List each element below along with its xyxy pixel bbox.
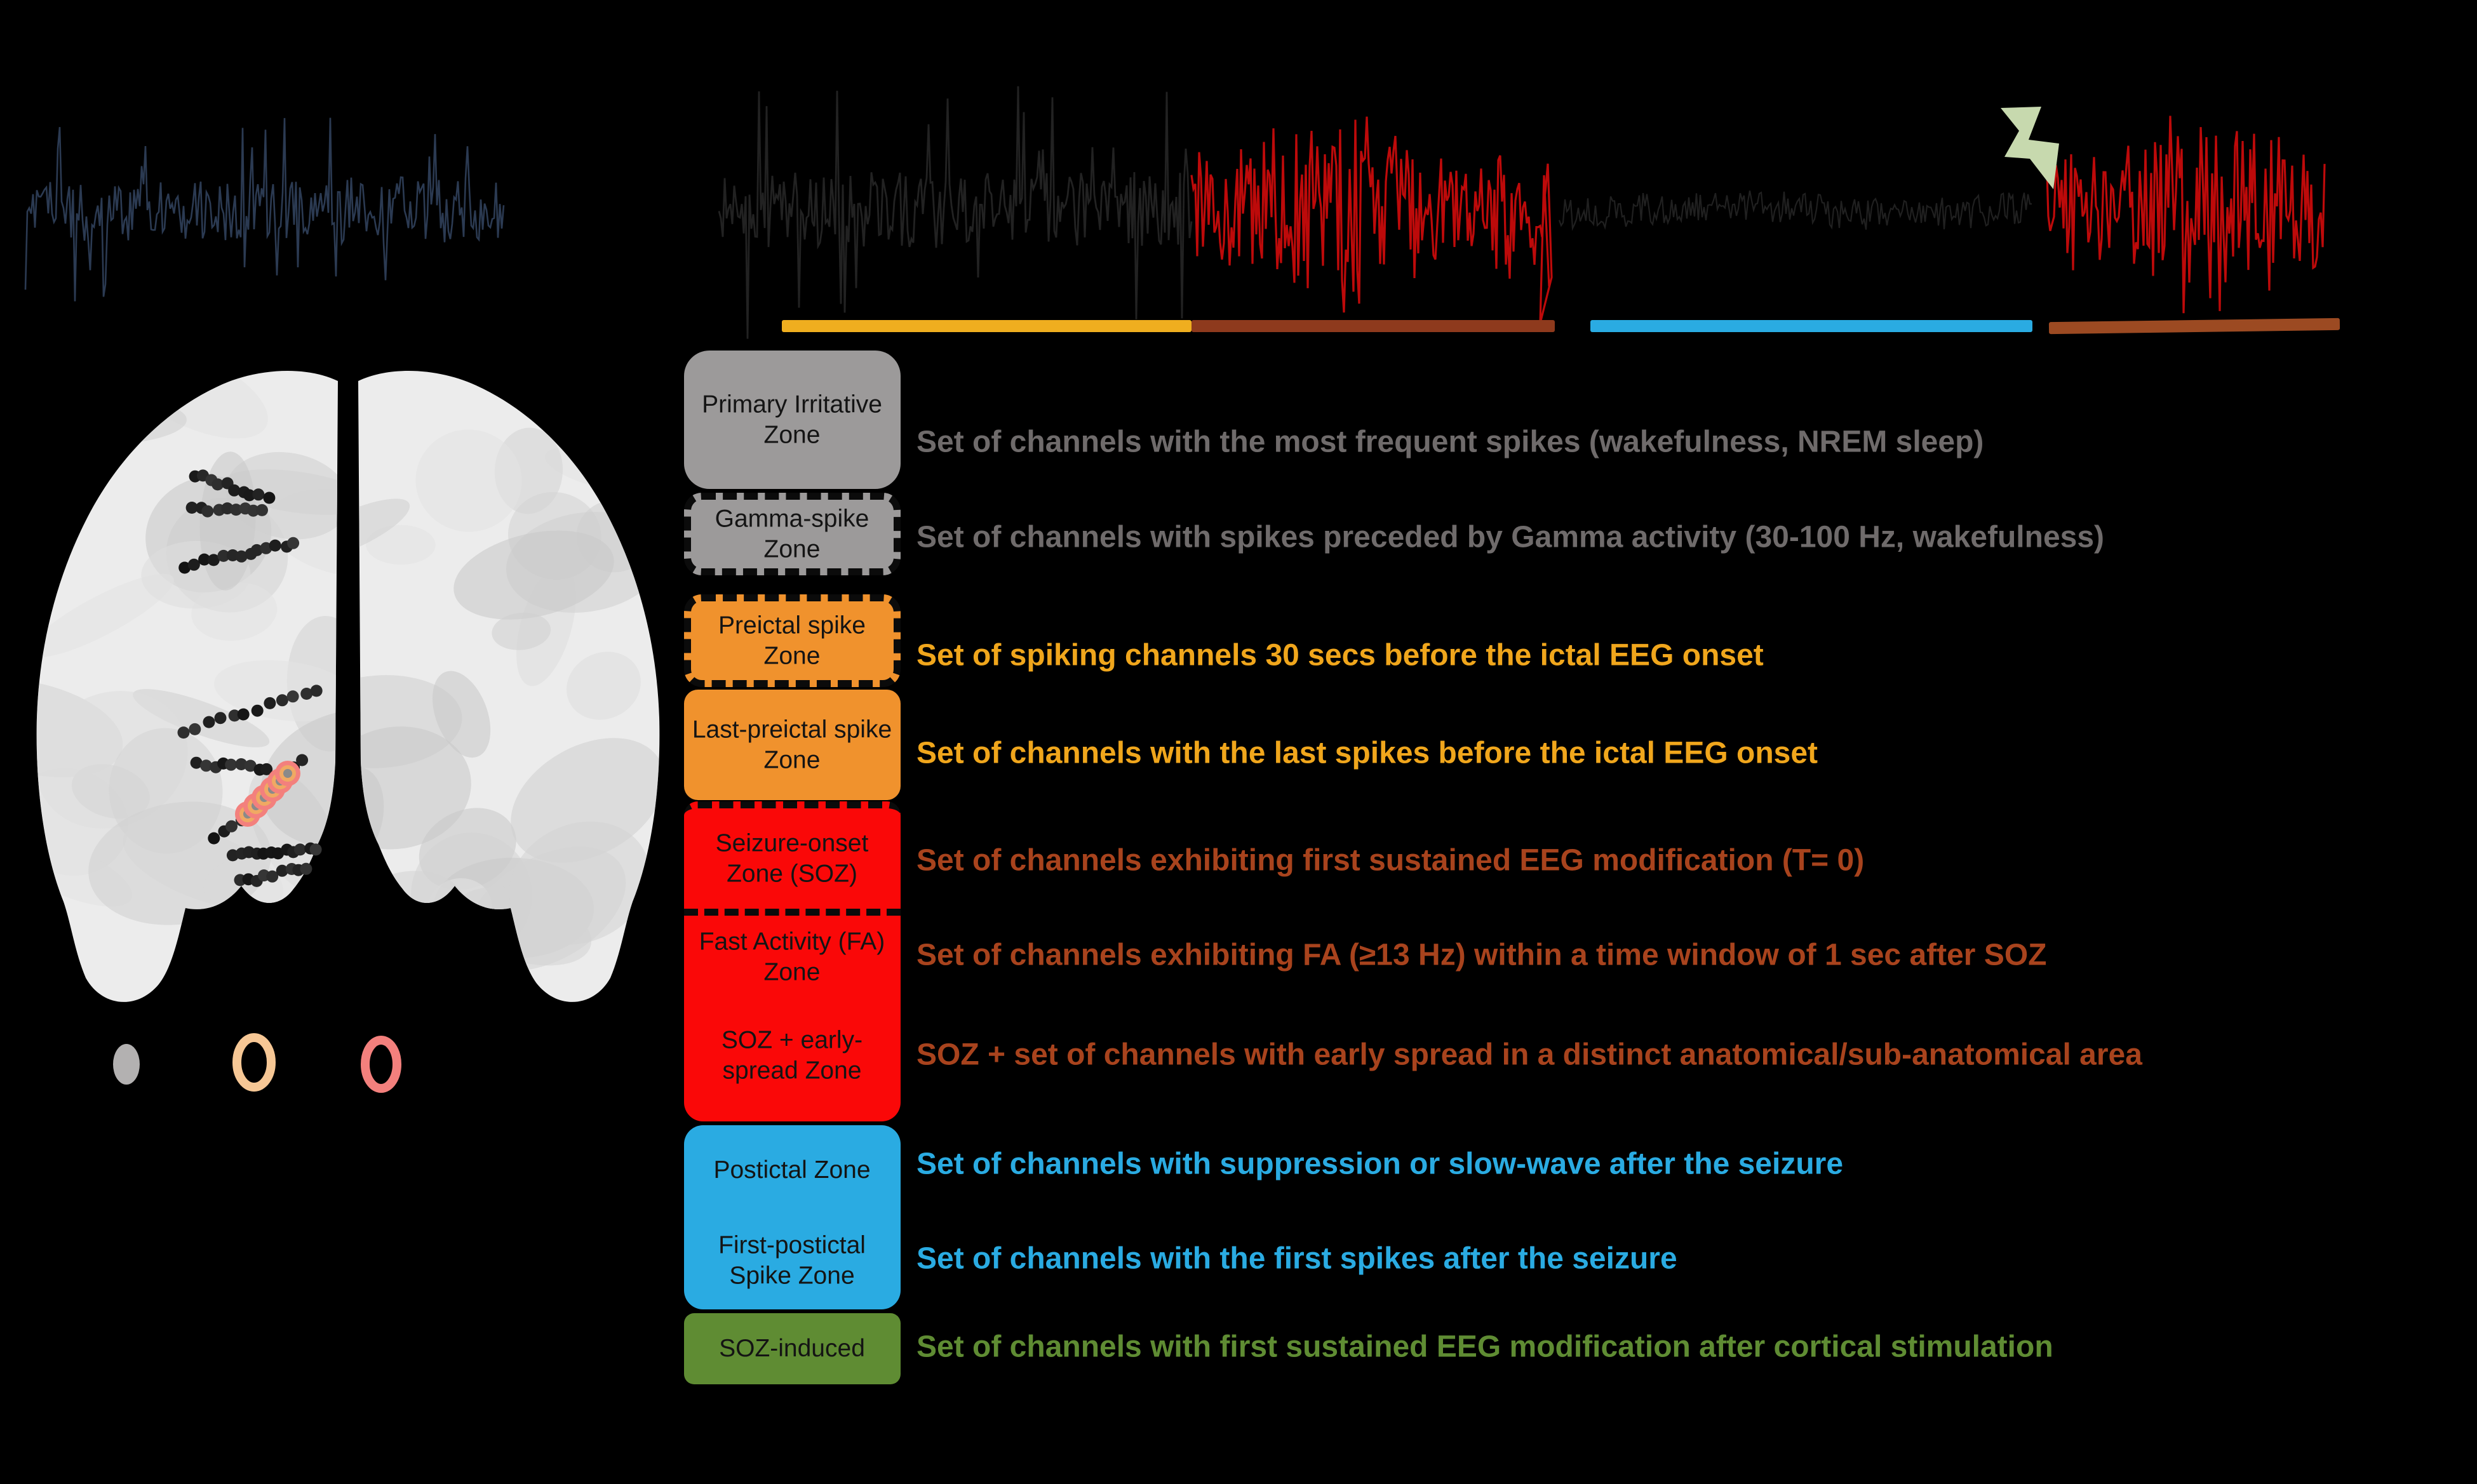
zone-description: Set of channels with spikes preceded by …	[916, 520, 2105, 554]
electrode-dot	[300, 688, 313, 700]
zone-description: Set of channels with the last spikes bef…	[916, 736, 1818, 770]
electrode-dot	[230, 504, 243, 516]
electrode-dot	[203, 716, 215, 728]
zone-box-fa-and-early-spread	[684, 916, 901, 1121]
timeline-bars	[782, 318, 2340, 335]
electrode-dot	[287, 537, 300, 549]
interictal-eeg-trace	[24, 117, 505, 302]
zone-label: Last-preictal spike Zone	[692, 716, 892, 773]
zone-label: Postictal Zone	[713, 1156, 871, 1184]
electrode-dot	[228, 484, 241, 497]
zone-label: Gamma-spike Zone	[715, 505, 869, 563]
electrode-dot	[237, 708, 250, 721]
electrode-dot	[252, 488, 265, 501]
electrode-dot	[276, 864, 288, 877]
zone-label: Preictal spike Zone	[718, 612, 866, 669]
zone-description: Set of channels exhibiting first sustain…	[916, 843, 1865, 878]
zone-description: Set of spiking channels 30 secs before t…	[916, 638, 1764, 672]
zone-label: Fast Activity (FA) Zone	[699, 928, 885, 986]
lightning-icon	[2001, 107, 2059, 189]
soz-highlight-electrodes	[235, 761, 300, 827]
electrode-dot	[310, 685, 323, 697]
zone-description: Set of channels with the first spikes af…	[916, 1241, 1677, 1276]
zone-box-seizure-onset	[684, 801, 901, 916]
electrode-dot	[256, 504, 268, 516]
timeline-bar-segment-2	[1192, 320, 1555, 332]
zone-label: SOZ-induced	[719, 1335, 865, 1363]
electrode-dot	[187, 558, 200, 571]
electrode-dot	[225, 758, 238, 771]
zone-box-primary-irritative	[684, 351, 901, 489]
electrode-dot	[207, 554, 220, 566]
marker-ring-2	[232, 1033, 276, 1092]
seizure-eeg-trace-segment-4	[2045, 116, 2326, 314]
electrode-dot	[177, 726, 190, 739]
seizure-eeg-trace-segment-1	[718, 86, 1193, 339]
electrode-dot	[189, 723, 201, 735]
electrode-dot	[226, 849, 239, 862]
electrode-dot	[235, 758, 248, 770]
electrode-dot	[214, 712, 227, 725]
zone-box-preictal-spike	[684, 594, 901, 687]
electrode-dot	[201, 505, 214, 518]
electrode-dot	[247, 504, 260, 517]
electrode-dot	[276, 694, 288, 707]
zone-label: Primary Irritative Zone	[702, 391, 882, 448]
zone-label: SOZ + early-spread Zone	[721, 1026, 863, 1084]
electrode-dot	[211, 478, 224, 491]
electrode-dots	[177, 469, 323, 887]
marker-filled-disc	[113, 1044, 140, 1085]
electrode-dot	[200, 759, 213, 772]
seizure-eeg-trace-segment-2	[1190, 116, 1553, 324]
electrode-dot	[260, 763, 273, 775]
electrode-dot	[300, 862, 312, 875]
electrode-dot	[286, 690, 299, 703]
electrode-dot	[263, 491, 276, 504]
marker-ring-3	[361, 1036, 401, 1093]
zone-description: Set of channels with suppression or slow…	[916, 1147, 1844, 1181]
timeline-bar-segment-4	[2048, 318, 2340, 335]
electrode-type-markers	[113, 1033, 401, 1093]
electrode-dot	[294, 843, 306, 856]
timeline-bar-segment-3	[1590, 320, 2032, 332]
electrode-dot	[244, 759, 257, 772]
eeg-traces	[24, 86, 2326, 339]
electrode-dot	[225, 820, 238, 832]
electrode-dot	[208, 832, 220, 845]
timeline-bar-segment-1	[782, 320, 1192, 332]
soz-ring-core	[283, 769, 292, 778]
electrode-dot	[217, 549, 230, 562]
electrode-dot	[266, 870, 279, 883]
electrode-dot	[185, 502, 198, 514]
electrode-dot	[198, 553, 211, 566]
electrode-dot	[260, 542, 272, 554]
zone-description: Set of channels with the most frequent s…	[916, 425, 1984, 459]
zone-description: SOZ + set of channels with early spread …	[916, 1038, 2142, 1072]
zone-box-gamma-spike	[684, 493, 901, 575]
electrode-dot	[264, 697, 276, 709]
seizure-eeg-trace-segment-3	[1558, 191, 2032, 231]
zone-box-last-preictal-spike	[684, 690, 901, 800]
electrode-dot	[228, 709, 241, 722]
zone-description: Set of channels exhibiting FA (≥13 Hz) w…	[916, 938, 2047, 972]
electrode-dot	[190, 756, 203, 769]
electrode-dot	[251, 704, 264, 717]
brain-illustration	[36, 370, 660, 1002]
electrode-dot	[178, 561, 191, 574]
zone-box-postictal	[684, 1125, 901, 1309]
electrode-dot	[250, 544, 263, 556]
zone-label: Seizure-onset Zone (SOZ)	[715, 829, 869, 887]
electrode-dot	[243, 489, 256, 502]
zone-description: Set of channels with first sustained EEG…	[916, 1330, 2053, 1364]
zone-box-soz-induced	[684, 1313, 901, 1384]
electrode-dot	[269, 539, 281, 552]
electrode-dot	[296, 754, 309, 766]
zone-label: First-postictal Spike Zone	[718, 1231, 866, 1289]
electrode-dot	[309, 843, 322, 856]
electrode-dot	[235, 550, 248, 563]
